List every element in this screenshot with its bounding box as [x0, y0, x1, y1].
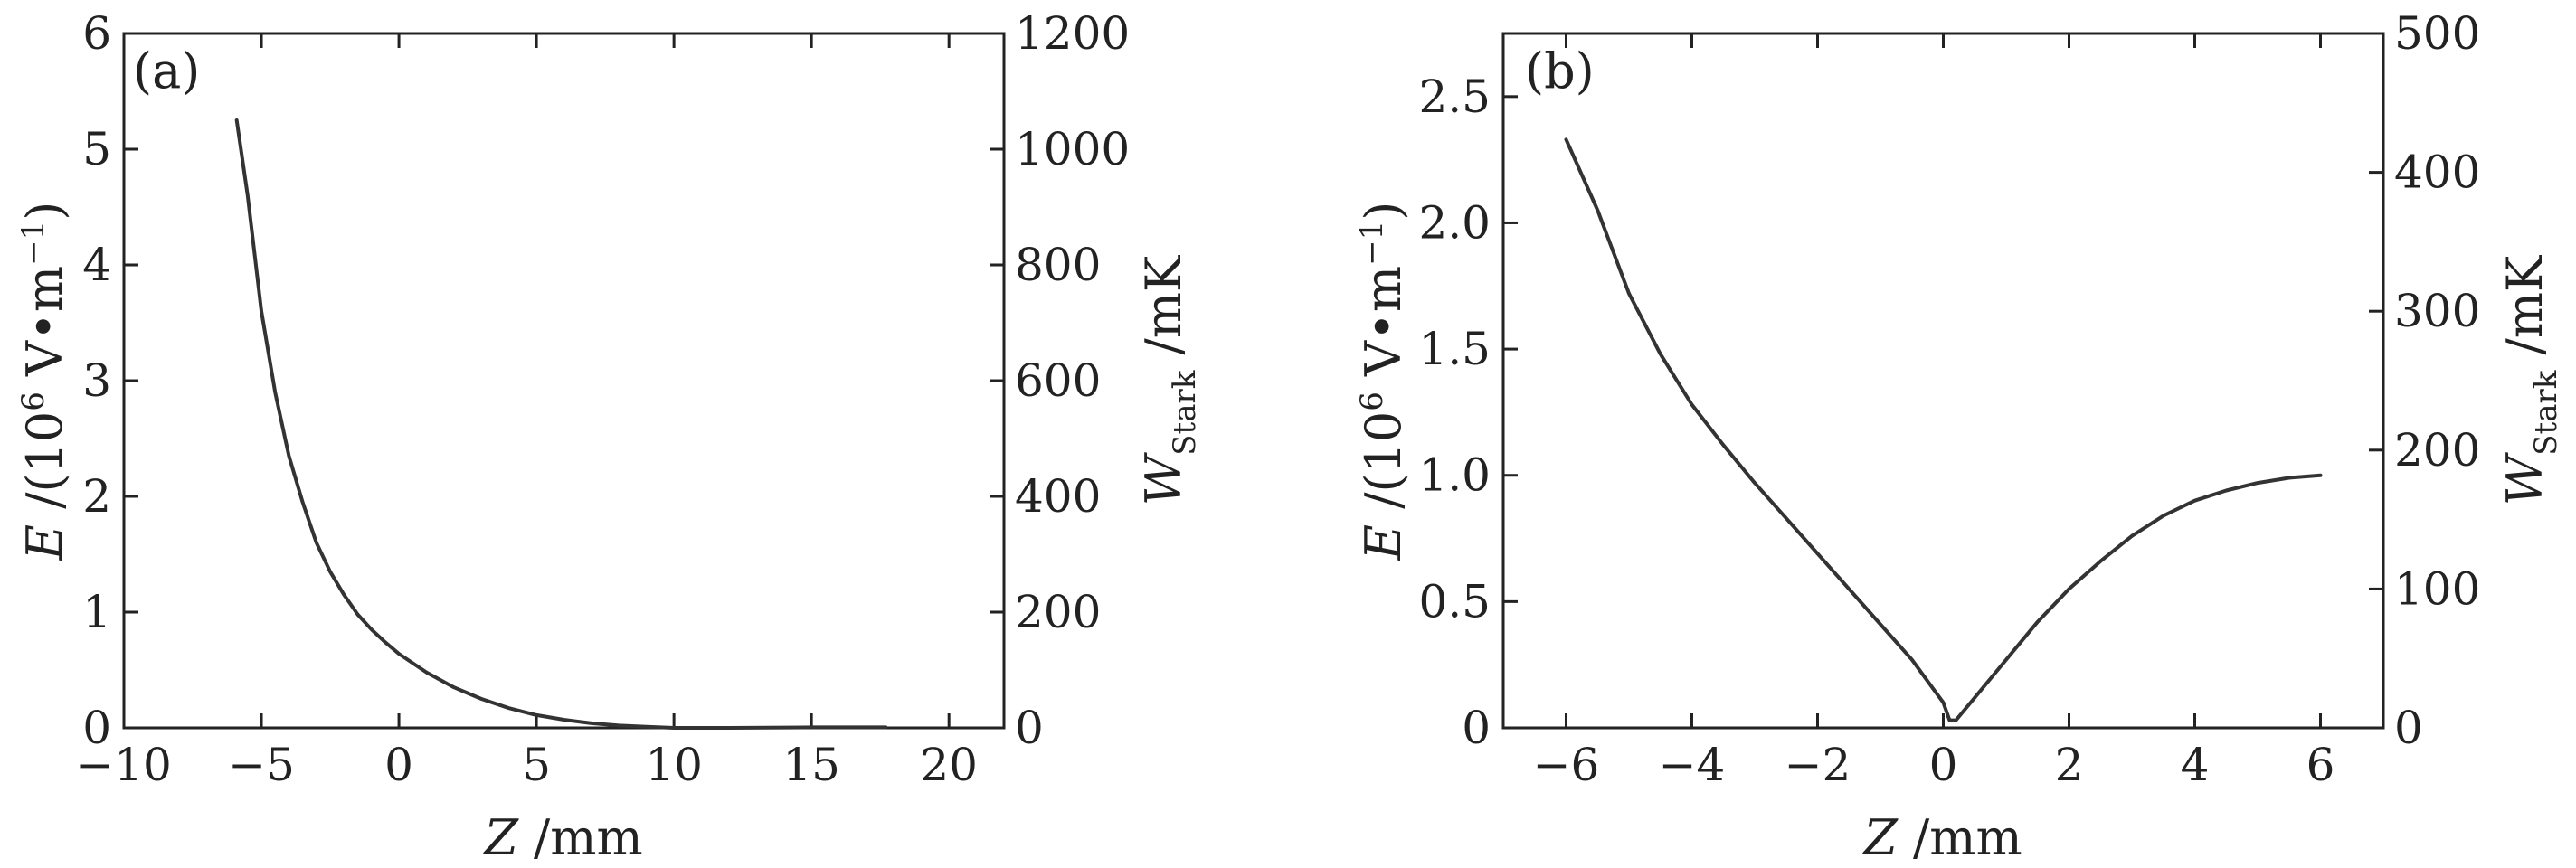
y-right-axis-title-b: WStark /mK — [2496, 254, 2564, 505]
y-right-tick-label: 0 — [2394, 702, 2423, 754]
x-ticks-b: −6 −4 −2 0 2 4 6 — [1533, 33, 2335, 791]
y-right-axis-title-a: WStark /mK — [1135, 254, 1203, 505]
y-right-tick-label: 800 — [1015, 239, 1101, 291]
y-right-ticks-a: 0 200 400 600 800 1000 1200 — [990, 7, 1130, 754]
series-a — [234, 118, 888, 730]
x-tick-label: −5 — [228, 739, 295, 791]
x-axis-title-b: Z /mm — [1861, 809, 2022, 866]
x-axis-title-a: Z /mm — [482, 809, 642, 866]
y-left-axis-title-b: E /(106 V•m−1) — [1354, 202, 1412, 561]
x-tick-label: −2 — [1785, 739, 1852, 791]
series-line — [1564, 137, 2323, 722]
y-left-ticks-a: 0 1 2 3 4 5 6 — [82, 7, 138, 754]
plot-area-a — [122, 32, 1006, 730]
y-left-tick-label: 2.5 — [1418, 71, 1491, 123]
y-right-tick-label: 400 — [1015, 470, 1101, 523]
x-tick-label: 6 — [2306, 739, 2335, 791]
y-right-tick-label: 1200 — [1015, 7, 1130, 60]
x-tick-label: −4 — [1659, 739, 1726, 791]
plot-area-b — [1501, 32, 2385, 730]
x-tick-label: 0 — [1929, 739, 1958, 791]
y-left-ticks-b: 0 0.5 1.0 1.5 2.0 2.5 — [1418, 71, 1518, 754]
y-right-tick-label: 1000 — [1015, 123, 1130, 175]
x-tick-label: 0 — [384, 739, 413, 791]
chart-panel-a: (a) −10 −5 0 5 10 15 20 0 1 2 3 4 5 6 0 200 400 600 800 1… — [15, 7, 1203, 866]
y-left-tick-label: 1.5 — [1418, 323, 1491, 375]
y-left-tick-label: 2.0 — [1418, 196, 1491, 249]
x-tick-label: 10 — [645, 739, 703, 791]
y-right-ticks-b: 0 100 200 300 400 500 — [2369, 7, 2480, 754]
y-right-tick-label: 300 — [2394, 285, 2480, 337]
y-left-tick-label: 1 — [82, 586, 111, 638]
y-right-tick-label: 100 — [2394, 562, 2480, 615]
panel-label-b: (b) — [1525, 42, 1595, 99]
x-tick-label: −6 — [1533, 739, 1600, 791]
x-tick-label: 20 — [920, 739, 978, 791]
y-left-tick-label: 0.5 — [1418, 575, 1491, 627]
y-left-tick-label: 0 — [82, 702, 111, 754]
x-tick-label: 4 — [2181, 739, 2210, 791]
y-left-axis-title-a: E /(106 V•m−1) — [15, 202, 73, 561]
x-tick-label: −10 — [76, 739, 172, 791]
x-tick-label: 2 — [2055, 739, 2084, 791]
y-left-tick-label: 2 — [82, 470, 111, 523]
y-left-tick-label: 5 — [82, 123, 111, 175]
y-right-tick-label: 400 — [2394, 146, 2480, 199]
y-left-tick-label: 4 — [82, 239, 111, 291]
y-right-tick-label: 500 — [2394, 7, 2480, 60]
y-right-tick-label: 200 — [2394, 424, 2480, 476]
series-line — [234, 118, 888, 730]
chart-panel-b: (b) −6 −4 −2 0 2 4 6 0 0.5 1.0 1.5 2.0 2.5 0 100 200 3… — [1354, 7, 2564, 866]
y-left-tick-label: 0 — [1462, 702, 1491, 754]
y-left-tick-label: 3 — [82, 354, 111, 407]
x-tick-label: 15 — [782, 739, 840, 791]
y-right-tick-label: 600 — [1015, 354, 1101, 407]
series-b — [1564, 137, 2323, 722]
x-ticks-a: −10 −5 0 5 10 15 20 — [76, 33, 978, 791]
y-left-tick-label: 1.0 — [1418, 449, 1491, 502]
panel-label-a: (a) — [133, 42, 200, 99]
y-left-tick-label: 6 — [82, 7, 111, 60]
x-tick-label: 5 — [522, 739, 551, 791]
y-right-tick-label: 0 — [1015, 702, 1044, 754]
y-right-tick-label: 200 — [1015, 586, 1101, 638]
